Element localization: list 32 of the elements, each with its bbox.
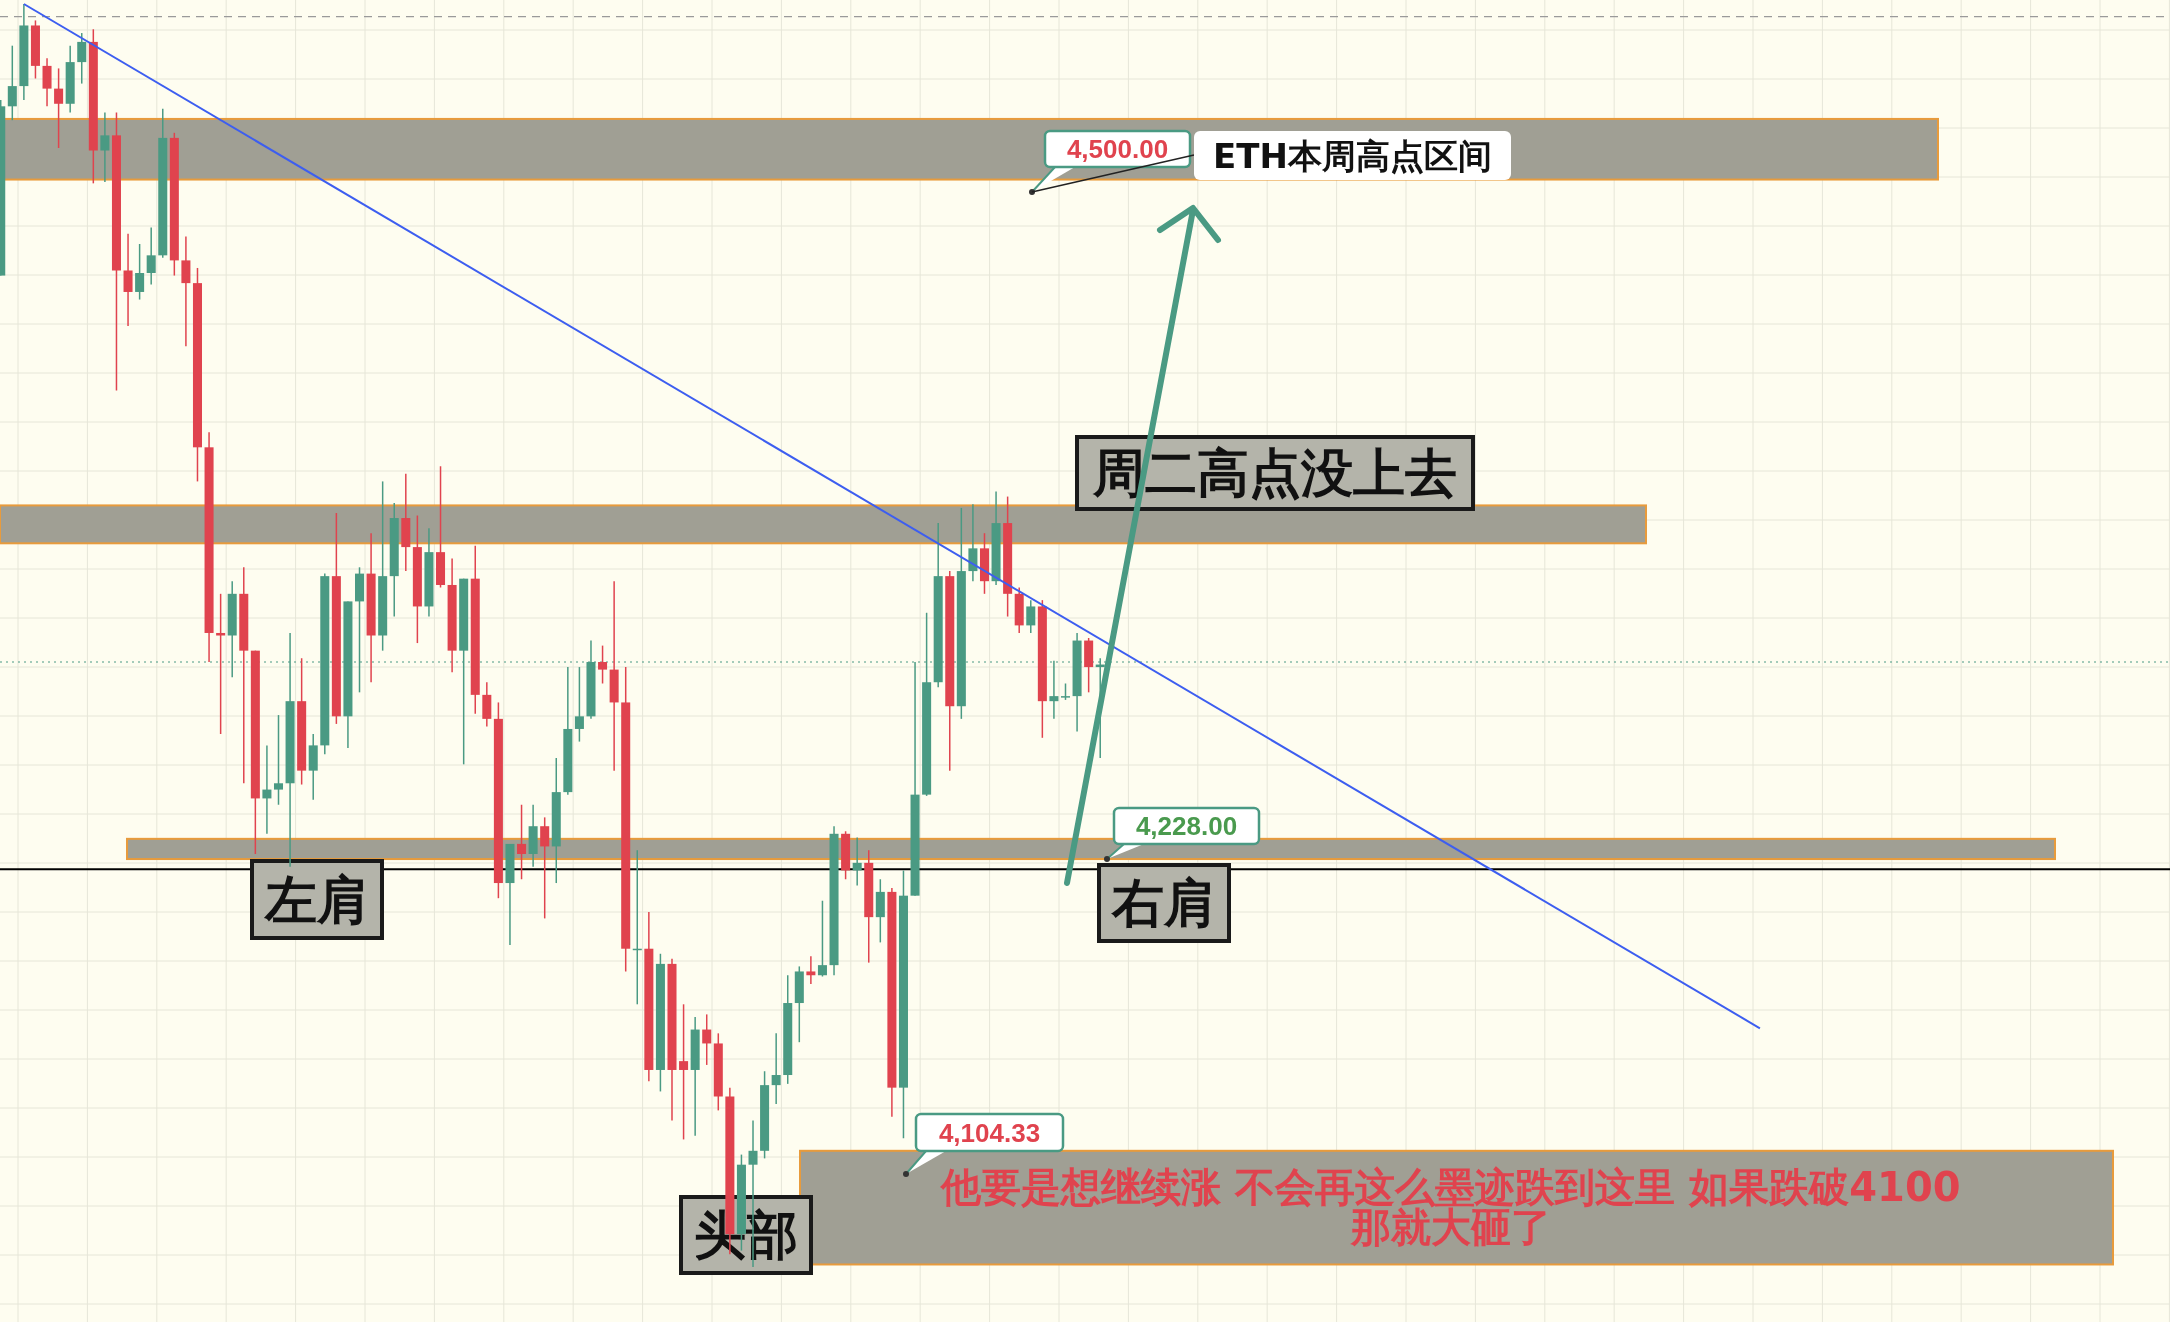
- candlestick: [7, 44, 17, 121]
- annotation: 他要是想继续涨 不会再这么墨迹跌到这里 如果跌破4100 那就大砸了: [939, 1164, 1961, 1250]
- candlestick: [482, 681, 492, 728]
- candlestick: [100, 111, 110, 183]
- annotation: 4,228.00: [1135, 811, 1238, 841]
- candlestick: [702, 1013, 712, 1066]
- annotation: 4,500.00: [1066, 134, 1169, 164]
- annotation: 4,104.33: [938, 1117, 1041, 1148]
- candlestick: [806, 955, 816, 985]
- candlestick: [216, 593, 226, 735]
- candlestick: [852, 836, 862, 887]
- candlestick: [54, 67, 64, 149]
- candlestick: [42, 57, 52, 108]
- candlestick: [540, 816, 550, 920]
- candlestick: [598, 644, 608, 685]
- annotation: 左肩: [263, 869, 369, 930]
- candlestick: [146, 226, 156, 286]
- annotation: ETH本周高点区间: [1213, 135, 1492, 176]
- candlestick: [262, 744, 272, 835]
- candlestick: [1026, 599, 1036, 634]
- candlestick: [574, 666, 584, 743]
- candlestick: [679, 1003, 689, 1141]
- candlestick: [771, 1032, 781, 1105]
- candlestick: [968, 503, 978, 582]
- candlestick: [273, 714, 284, 806]
- candlestick: [135, 243, 145, 301]
- candlestick: [181, 235, 191, 348]
- candlestick: [517, 803, 527, 881]
- candlestick: [817, 899, 827, 978]
- candlestick: [123, 233, 133, 327]
- candlestick: [77, 32, 87, 85]
- annotation: 右肩: [1110, 873, 1216, 933]
